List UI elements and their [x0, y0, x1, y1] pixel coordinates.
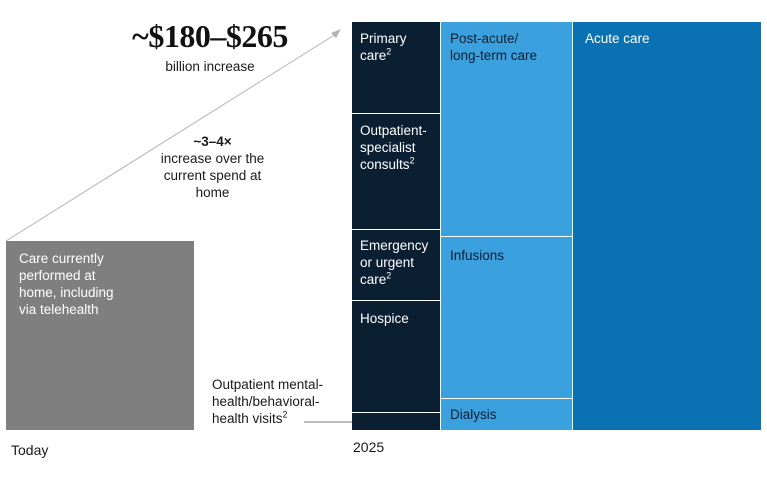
emergency-line-3: care2: [360, 270, 392, 287]
multiplier-line-1: increase over the: [160, 151, 265, 166]
outpatient-specialist-line-3: consults2: [360, 155, 415, 172]
outpatient-specialist-line-1: Outpatient-: [360, 123, 427, 138]
mental-health-line-3: health visits2: [212, 409, 288, 426]
acute-care-label: Acute care: [585, 31, 650, 46]
segment-outpatient-specialist: Outpatient- specialist consults2: [352, 114, 440, 229]
segment-acute-care: Acute care: [573, 22, 761, 430]
infusions-label: Infusions: [450, 248, 505, 263]
today-label-line-3: home, including: [19, 285, 114, 300]
mental-health-label: Outpatient mental- health/behavioral- he…: [212, 376, 323, 427]
growth-arrow-head: [331, 29, 341, 38]
primary-care-line-2: care2: [360, 46, 392, 63]
today-block: Care currently performed at home, includ…: [6, 241, 194, 430]
emergency-line-1: Emergency: [360, 238, 429, 253]
segment-mental-health: [352, 413, 440, 430]
multiplier-annotation: ~3–4× increase over the current spend at…: [140, 133, 285, 201]
post-acute-line-2: long-term care: [450, 48, 538, 63]
segment-infusions: Infusions: [441, 237, 572, 398]
multiplier-value: ~3–4×: [193, 134, 232, 149]
today-label-line-1: Care currently: [19, 251, 104, 266]
primary-care-line-1: Primary: [360, 31, 407, 46]
hospice-label: Hospice: [360, 311, 409, 326]
today-label-line-4: via telehealth: [19, 302, 99, 317]
headline-subtitle: billion increase: [165, 59, 255, 74]
today-block-label: Care currently performed at home, includ…: [19, 250, 114, 318]
dialysis-label: Dialysis: [450, 407, 497, 422]
segment-dialysis: Dialysis: [441, 399, 572, 430]
segment-hospice: Hospice: [352, 301, 440, 412]
today-axis-label: Today: [11, 442, 49, 458]
mental-health-line-2: health/behavioral-: [212, 394, 320, 409]
multiplier-line-2: current spend at: [163, 168, 262, 183]
headline-value: ~$180–$265: [132, 18, 288, 54]
today-label-line-2: performed at: [19, 268, 96, 283]
segment-emergency: Emergency or urgent care2: [352, 230, 440, 300]
segment-primary-care: Primary care2: [352, 22, 440, 113]
outpatient-specialist-line-2: specialist: [360, 140, 416, 155]
mental-health-line-1: Outpatient mental-: [212, 377, 324, 392]
post-acute-line-1: Post-acute/: [450, 31, 519, 46]
emergency-line-2: or urgent: [360, 255, 415, 270]
year-2025-axis-label: 2025: [353, 439, 385, 455]
multiplier-line-3: home: [195, 185, 230, 200]
segment-post-acute: Post-acute/ long-term care: [441, 22, 572, 236]
